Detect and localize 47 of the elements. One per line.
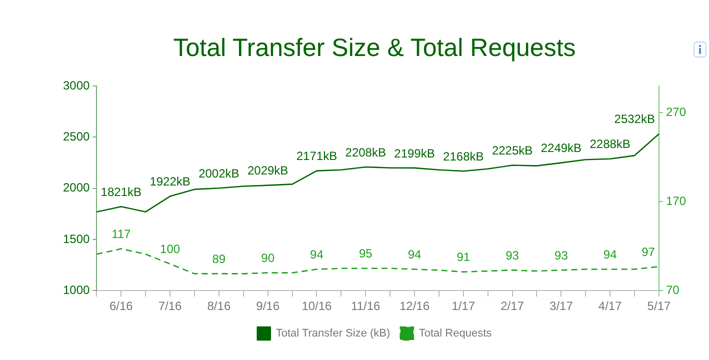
y-tick-label: 3000: [62, 78, 90, 92]
data-label: 93: [506, 248, 520, 262]
data-label: 2199kB: [394, 146, 435, 160]
legend-label: Total Requests: [418, 328, 492, 340]
data-label: 94: [310, 248, 324, 262]
data-label: 2029kB: [247, 164, 288, 178]
legend-label: Total Transfer Size (kB): [276, 328, 390, 340]
data-label: 1922kB: [150, 174, 190, 189]
data-label: 2168kB: [443, 149, 484, 164]
y-tick-label: 1000: [62, 282, 90, 297]
x-tick-label: 11/16: [351, 299, 381, 314]
data-label: 2171kB: [296, 149, 338, 164]
data-label: 90: [261, 251, 275, 266]
x-tick-label: 1/17: [452, 299, 476, 314]
data-label: 100: [160, 242, 180, 256]
x-tick-label: 4/17: [598, 299, 622, 314]
x-tick-label: 9/16: [256, 299, 280, 314]
data-label: 89: [212, 252, 226, 266]
data-label: 97: [642, 244, 656, 259]
x-tick-label: 8/16: [207, 299, 231, 314]
data-label: 2225kB: [492, 144, 533, 158]
x-tick-label: 12/16: [399, 299, 430, 314]
y-tick-label: 2500: [62, 129, 90, 144]
y-tick-label: 2000: [62, 180, 90, 195]
x-tick-label: 2/17: [500, 299, 524, 314]
data-label: 2208kB: [345, 145, 386, 160]
x-tick-label: 10/16: [302, 299, 332, 314]
x-tick-label: 5/17: [647, 299, 671, 314]
data-label: 91: [456, 250, 470, 264]
y-tick-label: 1500: [62, 232, 90, 246]
y2-tick-label: 170: [666, 194, 686, 208]
data-label: 95: [358, 246, 373, 261]
data-label: 94: [603, 248, 618, 262]
data-label: 117: [112, 227, 132, 242]
x-tick-label: 3/17: [550, 299, 574, 314]
data-label: 2288kB: [590, 137, 630, 152]
data-label: 2249kB: [540, 141, 582, 156]
y2-tick-label: 70: [666, 282, 680, 297]
x-tick-label: 6/16: [109, 299, 134, 314]
chart-title: Total Transfer Size & Total Requests: [173, 34, 576, 62]
data-label: 2002kB: [198, 166, 240, 180]
data-label: 2532kB: [614, 112, 655, 126]
data-label: 94: [408, 248, 422, 262]
data-label: 1821kB: [100, 184, 142, 199]
data-label: 93: [554, 248, 568, 262]
x-tick-label: 7/16: [158, 299, 182, 314]
y2-tick-label: 270: [666, 105, 686, 119]
